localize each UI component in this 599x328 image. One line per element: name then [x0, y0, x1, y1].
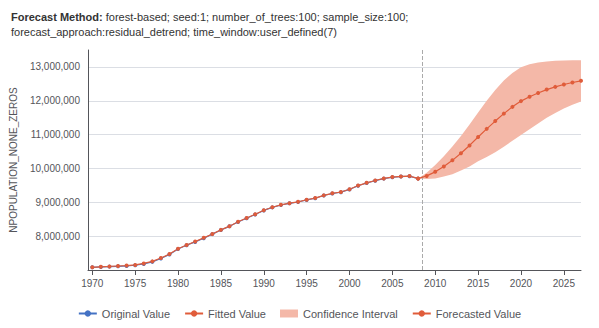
- svg-text:1970: 1970: [81, 278, 104, 289]
- svg-text:2020: 2020: [510, 278, 533, 289]
- svg-text:Forecast Method:: Forecast Method:: [11, 11, 103, 23]
- svg-text:1995: 1995: [296, 278, 319, 289]
- svg-text:2005: 2005: [381, 278, 404, 289]
- svg-text:2025: 2025: [553, 278, 576, 289]
- svg-text:1975: 1975: [124, 278, 147, 289]
- svg-text:12,000,000: 12,000,000: [30, 95, 80, 106]
- svg-text:13,000,000: 13,000,000: [30, 61, 80, 72]
- svg-text:9,000,000: 9,000,000: [36, 197, 81, 208]
- svg-text:2015: 2015: [467, 278, 490, 289]
- svg-text:2010: 2010: [424, 278, 447, 289]
- svg-text:2000: 2000: [338, 278, 361, 289]
- svg-text:11,000,000: 11,000,000: [31, 129, 81, 140]
- svg-text:Forecasted Value: Forecasted Value: [436, 308, 521, 320]
- svg-text:8,000,000: 8,000,000: [36, 231, 81, 242]
- svg-text:Fitted Value: Fitted Value: [208, 308, 266, 320]
- svg-text:1980: 1980: [167, 278, 190, 289]
- svg-text:forest-based; seed:1; number_o: forest-based; seed:1; number_of_trees:10…: [103, 11, 409, 23]
- svg-text:1990: 1990: [253, 278, 276, 289]
- svg-text:forecast_approach:residual_det: forecast_approach:residual_detrend; time…: [11, 26, 337, 38]
- svg-text:Confidence Interval: Confidence Interval: [303, 308, 398, 320]
- svg-text:10,000,000: 10,000,000: [30, 163, 80, 174]
- svg-text:NPOPULATION_NONE_ZEROS: NPOPULATION_NONE_ZEROS: [8, 87, 19, 233]
- svg-text:Original Value: Original Value: [102, 308, 170, 320]
- svg-text:1985: 1985: [210, 278, 233, 289]
